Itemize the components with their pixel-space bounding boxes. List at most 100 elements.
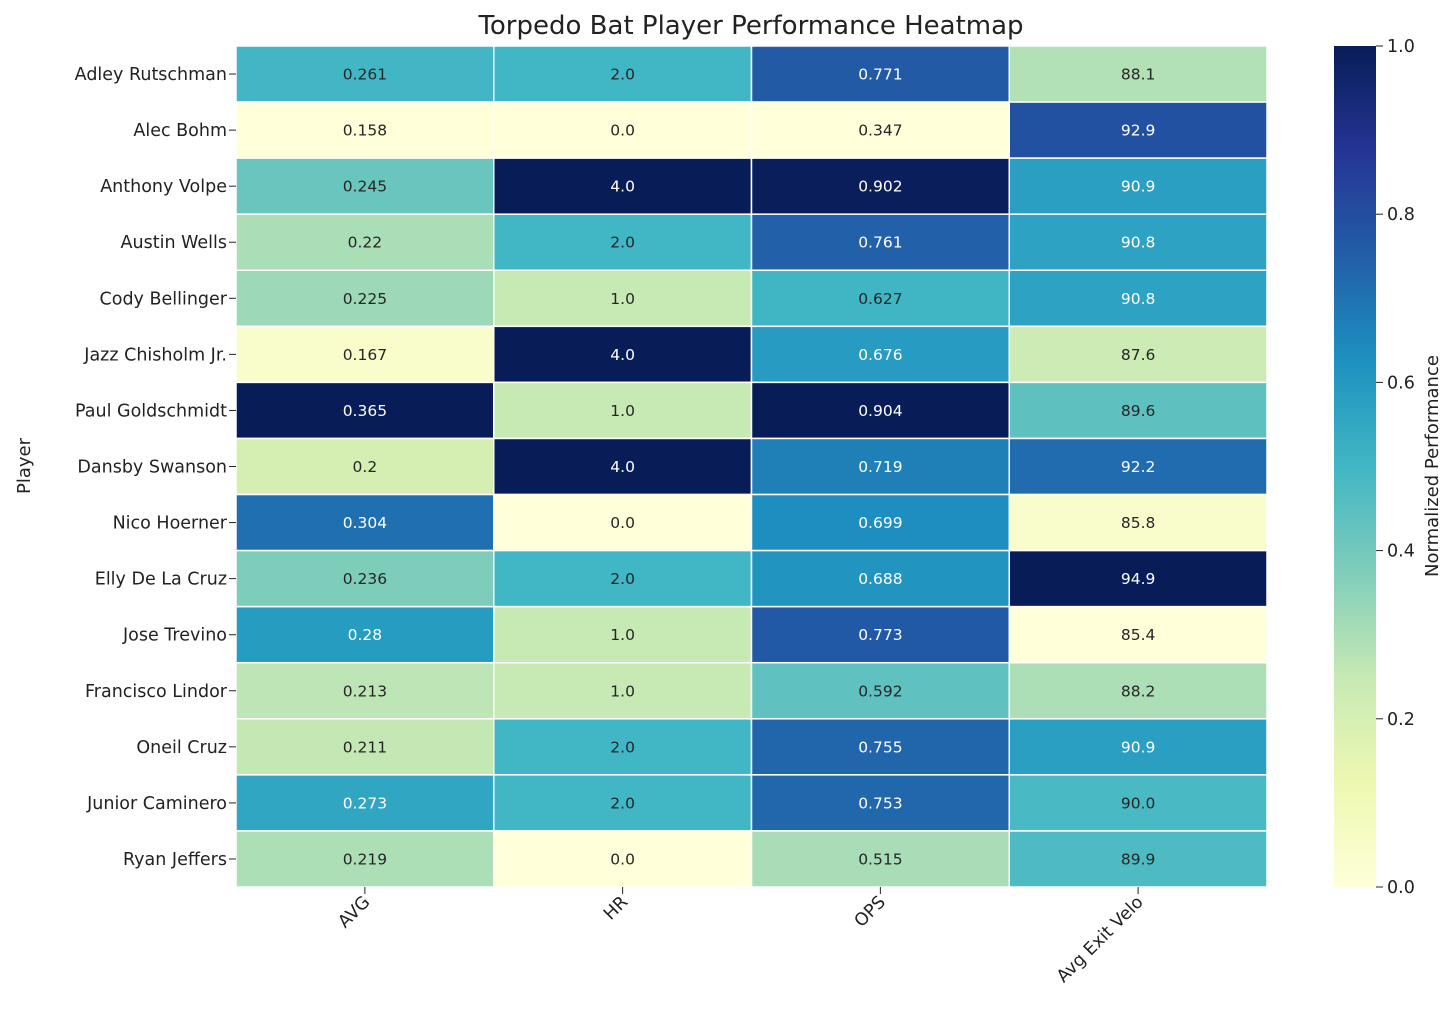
heatmap-cell <box>750 718 1010 776</box>
cell-value-label: 85.8 <box>1121 514 1156 532</box>
cell-value-label: 0.22 <box>348 234 383 252</box>
heatmap-cell <box>750 661 1010 720</box>
cell-value-label: 4.0 <box>610 458 635 476</box>
heatmap-cell <box>235 718 495 776</box>
row-label: Jazz Chisholm Jr. <box>83 345 227 365</box>
column-labels: AVG HR OPS Avg Exit Velo <box>335 887 1148 987</box>
cell-value-label: 0.236 <box>343 570 387 588</box>
heatmap-cell <box>750 605 1010 664</box>
cell-value-label: 0.902 <box>858 178 902 196</box>
heatmap-cell <box>235 381 495 440</box>
cell-value-label: 0.28 <box>348 626 383 644</box>
heatmap-cell <box>750 325 1010 384</box>
cell-value-label: 1.0 <box>610 290 635 308</box>
heatmap-cell <box>235 549 495 608</box>
heatmap-cell <box>493 605 753 664</box>
cell-value-label: 0.592 <box>858 682 902 700</box>
heatmap-cell <box>1008 381 1268 440</box>
cell-value-label: 0.304 <box>343 514 387 532</box>
heatmap-cell <box>493 157 753 215</box>
y-axis-label: Player <box>14 437 35 494</box>
heatmap-cell <box>1008 325 1268 384</box>
column-label: Avg Exit Velo <box>1053 892 1147 986</box>
row-label: Ryan Jeffers <box>123 850 227 870</box>
heatmap-cell <box>1008 661 1268 720</box>
heatmap-cell <box>750 269 1010 328</box>
cell-value-label: 0.0 <box>610 514 635 532</box>
heatmap-cell <box>1008 493 1268 552</box>
cell-value-label: 0.245 <box>343 178 387 196</box>
cell-value-label: 0.261 <box>343 66 387 84</box>
heatmap-cell <box>1008 549 1268 608</box>
cell-value-label: 92.9 <box>1121 122 1156 140</box>
cell-value-label: 0.676 <box>858 346 902 364</box>
cell-value-label: 2.0 <box>610 794 635 812</box>
colorbar-label: Normalized Performance <box>1422 355 1443 577</box>
colorbar-tick-label: 0.6 <box>1387 373 1415 393</box>
cell-value-label: 2.0 <box>610 570 635 588</box>
cell-value-label: 2.0 <box>610 66 635 84</box>
cell-value-label: 0.773 <box>858 626 902 644</box>
cell-value-label: 0.365 <box>343 402 387 420</box>
cell-value-label: 1.0 <box>610 402 635 420</box>
cell-value-label: 0.515 <box>858 850 902 868</box>
cell-value-label: 0.347 <box>858 122 902 140</box>
cell-value-label: 90.8 <box>1121 234 1156 252</box>
cell-value-label: 0.753 <box>858 794 902 812</box>
cell-value-label: 87.6 <box>1121 346 1156 364</box>
cell-value-label: 0.2 <box>353 458 378 476</box>
cell-value-label: 0.904 <box>858 402 902 420</box>
cell-value-label: 0.0 <box>610 850 635 868</box>
cell-value-label: 88.2 <box>1121 682 1156 700</box>
cell-value-label: 0.761 <box>858 234 902 252</box>
cell-value-label: 0.273 <box>343 794 387 812</box>
cell-value-label: 0.167 <box>343 346 387 364</box>
heatmap-cell <box>235 325 495 384</box>
cell-value-label: 0.211 <box>343 738 387 756</box>
heatmap-cell <box>493 269 753 328</box>
cell-value-label: 0.719 <box>858 458 902 476</box>
cell-value-label: 0.158 <box>343 122 387 140</box>
cell-value-label: 90.9 <box>1121 738 1156 756</box>
column-label: AVG <box>335 892 375 932</box>
cell-value-label: 0.755 <box>858 738 902 756</box>
cell-value-label: 92.2 <box>1121 458 1156 476</box>
cell-value-label: 4.0 <box>610 346 635 364</box>
heatmap-cell <box>493 661 753 720</box>
cell-value-label: 0.0 <box>610 122 635 140</box>
row-label: Alec Bohm <box>133 121 227 141</box>
row-label: Cody Bellinger <box>100 289 228 309</box>
heatmap-cell <box>1008 213 1268 272</box>
colorbar <box>1334 46 1376 887</box>
heatmap-cell <box>235 661 495 720</box>
heatmap-cell <box>1008 269 1268 328</box>
row-label: Anthony Volpe <box>100 177 227 197</box>
colorbar-tick-label: 1.0 <box>1387 37 1415 57</box>
row-label: Nico Hoerner <box>113 514 228 534</box>
cell-value-label: 90.8 <box>1121 290 1156 308</box>
heatmap-cell <box>493 213 753 272</box>
heatmap-cell <box>750 774 1010 832</box>
cell-value-label: 4.0 <box>610 178 635 196</box>
cell-value-label: 90.9 <box>1121 178 1156 196</box>
heatmap-cell <box>1008 45 1268 103</box>
row-label: Austin Wells <box>121 233 227 253</box>
cell-value-label: 0.627 <box>858 290 902 308</box>
row-labels: Adley Rutschman Alec Bohm Anthony Volpe Aus… <box>75 65 236 870</box>
cell-value-label: 0.699 <box>858 514 902 532</box>
row-label: Dansby Swanson <box>77 458 227 478</box>
heatmap-cell <box>493 101 753 159</box>
heatmap-cell <box>750 549 1010 608</box>
column-label: OPS <box>851 892 890 931</box>
heatmap-cell <box>750 830 1010 888</box>
heatmap-cell <box>235 437 495 496</box>
heatmap-cell <box>1008 774 1268 832</box>
heatmap-cell <box>1008 718 1268 776</box>
colorbar-ticks: 0.0 0.2 0.4 0.6 0.8 1.0 <box>1376 37 1415 898</box>
heatmap-cell <box>493 774 753 832</box>
colorbar-tick-label: 0.4 <box>1387 542 1415 562</box>
row-label: Adley Rutschman <box>75 65 227 85</box>
cell-value-label: 0.213 <box>343 682 387 700</box>
cell-value-label: 88.1 <box>1121 66 1156 84</box>
